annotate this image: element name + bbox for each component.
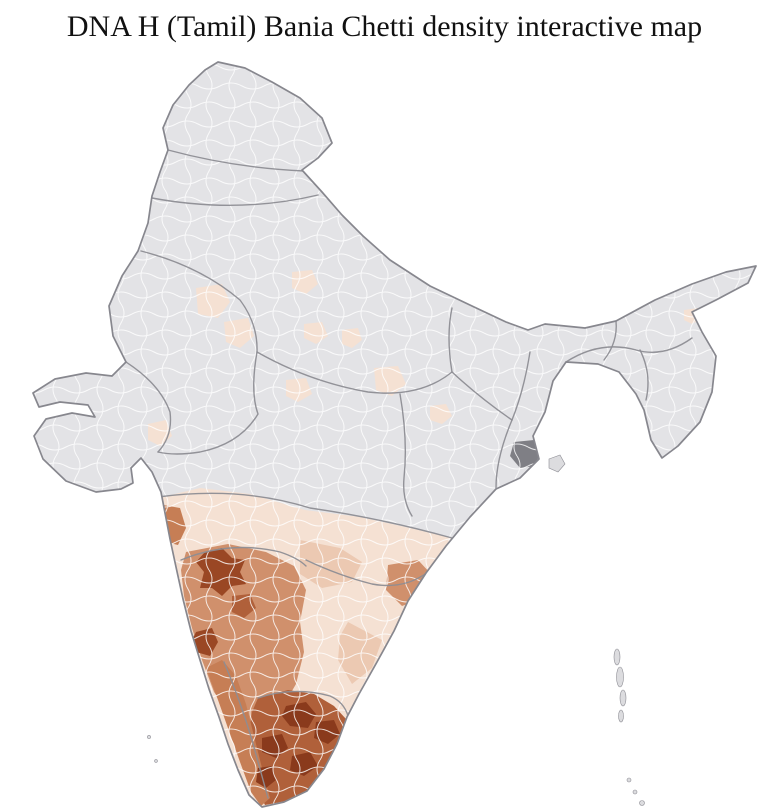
island-nicobar[interactable]	[626, 777, 632, 783]
island-lakshadweep[interactable]	[154, 759, 158, 763]
island-andaman[interactable]	[619, 689, 627, 707]
district-mesh-overlay	[33, 62, 756, 807]
island-nicobar[interactable]	[639, 800, 645, 806]
island-andaman[interactable]	[613, 648, 621, 666]
islands-group[interactable]	[147, 454, 645, 806]
island-andaman[interactable]	[618, 709, 624, 723]
state-boundaries	[125, 149, 693, 799]
island-nicobar[interactable]	[632, 789, 638, 795]
country-outline	[32, 61, 757, 808]
island-lakshadweep[interactable]	[147, 735, 151, 739]
map-title: DNA H (Tamil) Bania Chetti density inter…	[66, 10, 703, 43]
island-sundarbans[interactable]	[548, 454, 566, 473]
island-andaman[interactable]	[616, 666, 624, 688]
